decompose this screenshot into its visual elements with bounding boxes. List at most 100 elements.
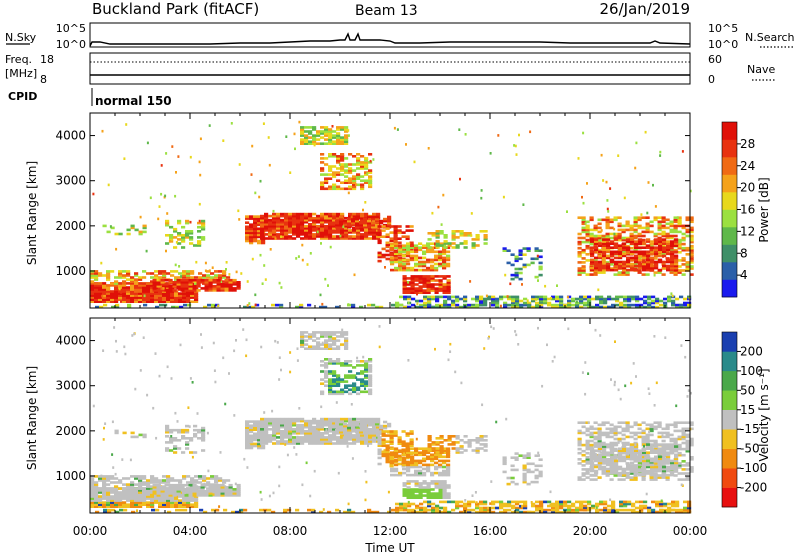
range-gate-cell [434, 289, 439, 292]
range-gate-cell [394, 473, 399, 477]
range-gate-cell [372, 233, 377, 236]
range-gate-cell [130, 493, 135, 496]
range-gate-cell [414, 287, 419, 290]
range-gate-cell [674, 260, 679, 264]
range-gate-cell [114, 497, 119, 500]
range-gate-cell [597, 226, 602, 230]
range-gate-cell [126, 487, 131, 490]
range-gate-cell [495, 299, 500, 303]
range-gate-cell [284, 440, 289, 443]
range-gate-cell [288, 434, 293, 437]
range-gate-cell [385, 448, 390, 452]
range-gate-cell [320, 392, 325, 396]
range-gate-cell [342, 225, 345, 229]
range-gate-cell [249, 446, 254, 450]
range-gate-cell [210, 477, 215, 480]
range-gate-cell [222, 280, 227, 283]
range-gate-cell [352, 237, 357, 240]
range-gate-cell [165, 223, 170, 227]
range-gate-cell [446, 496, 451, 499]
range-gate-cell [475, 447, 480, 450]
range-gate-cell [224, 490, 229, 493]
range-gate-cell [332, 214, 337, 218]
range-gate-cell [611, 500, 616, 504]
range-gate-cell [304, 237, 309, 240]
range-gate-cell [662, 242, 667, 245]
range-gate-cell [94, 300, 99, 303]
range-gate-cell [579, 500, 584, 504]
range-gate-cell [130, 282, 135, 285]
range-gate-cell [190, 300, 195, 303]
range-gate-cell [410, 461, 415, 465]
range-gate-cell [515, 295, 520, 299]
range-gate-cell [618, 252, 623, 256]
range-gate-cell [577, 429, 582, 433]
range-gate-cell [669, 248, 674, 252]
range-gate-cell [589, 433, 594, 437]
range-gate-cell [405, 432, 410, 435]
range-gate-cell [410, 459, 415, 463]
range-gate-cell [593, 228, 598, 232]
range-gate-cell [526, 247, 531, 250]
range-gate-cell [595, 305, 600, 309]
range-gate-cell [257, 436, 262, 440]
range-gate-cell [539, 305, 544, 309]
range-gate-cell [284, 421, 289, 425]
range-gate-cell [264, 423, 269, 427]
range-gate-cell [332, 235, 337, 238]
range-gate-cell [296, 218, 301, 222]
range-gate-cell [126, 298, 131, 301]
range-gate-cell [414, 264, 419, 268]
range-gate-cell [662, 250, 667, 254]
range-gate-cell [563, 502, 568, 506]
range-gate-cell [200, 287, 205, 290]
range-gate-cell [685, 230, 690, 234]
range-gate-cell [414, 480, 419, 483]
range-gate-cell [615, 510, 620, 514]
range-gate-cell [381, 442, 386, 445]
range-gate-cell [410, 287, 415, 290]
range-gate-cell [94, 487, 99, 490]
range-gate-cell [292, 436, 297, 439]
range-gate-cell [328, 134, 333, 137]
range-gate-cell [666, 258, 671, 262]
range-gate-cell [681, 273, 686, 276]
range-gate-cell [491, 301, 496, 305]
range-gate-cell [162, 475, 167, 478]
range-gate-cell [102, 495, 107, 498]
range-gate-cell [430, 285, 435, 288]
range-gate-cell [328, 187, 333, 191]
range-gate-cell [514, 273, 519, 277]
range-gate-cell [228, 494, 233, 497]
range-gate-cell [332, 218, 337, 222]
range-gate-cell [567, 305, 572, 309]
range-gate-cell [430, 492, 435, 495]
range-gate-cell [296, 442, 301, 445]
range-gate-cell [617, 273, 622, 276]
range-gate-cell [122, 286, 127, 289]
range-gate-cell [359, 428, 364, 432]
range-gate-cell [332, 187, 337, 191]
range-gate-cell [674, 264, 679, 268]
range-gate-cell [377, 442, 382, 445]
range-gate-cell [464, 133, 467, 136]
range-gate-cell [268, 163, 271, 167]
range-gate-cell [559, 297, 564, 301]
range-gate-cell [348, 370, 353, 373]
range-gate-cell [447, 303, 452, 307]
range-gate-cell [639, 506, 644, 510]
range-gate-cell [442, 473, 447, 477]
range-gate-cell [671, 504, 676, 508]
range-gate-cell [268, 229, 273, 232]
range-gate-cell [402, 264, 407, 268]
range-gate-cell [236, 483, 241, 487]
range-gate-cell [320, 161, 325, 164]
range-gate-cell [211, 303, 216, 307]
range-gate-cell [414, 258, 419, 262]
range-gate-cell [405, 225, 410, 228]
range-gate-cell [306, 263, 309, 266]
range-gate-cell [218, 479, 223, 482]
range-gate-cell [356, 436, 361, 439]
range-gate-cell [90, 481, 95, 484]
range-gate-cell [170, 499, 175, 502]
